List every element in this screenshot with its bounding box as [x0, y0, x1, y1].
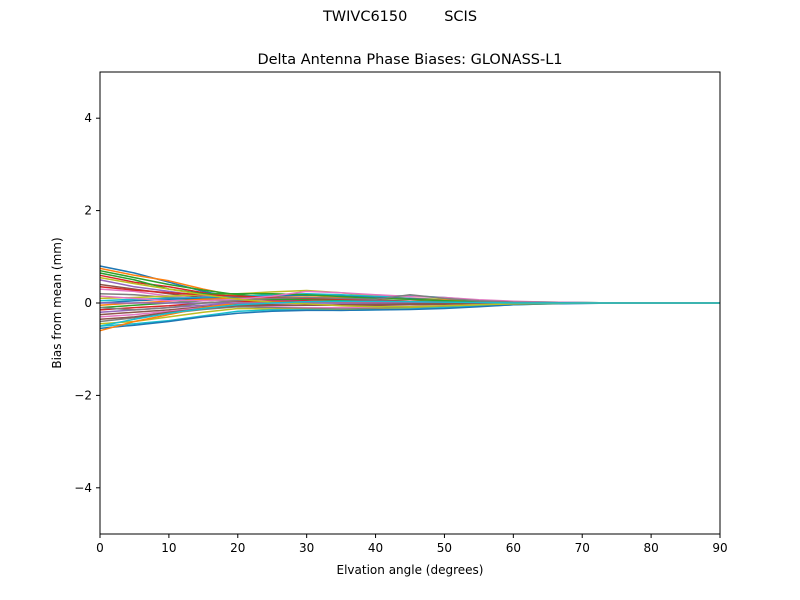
- x-tick-label: 10: [161, 541, 176, 555]
- y-axis-label: Bias from mean (mm): [50, 237, 64, 368]
- figure-suptitle: TWIVC6150 SCIS: [322, 9, 478, 25]
- x-axis-ticks: 0 10 20 30 40 50 60 70 80 90: [96, 534, 728, 555]
- x-tick-label: 70: [575, 541, 590, 555]
- y-tick-label: −2: [74, 388, 92, 402]
- y-tick-label: −4: [74, 481, 92, 495]
- x-tick-label: 90: [712, 541, 727, 555]
- y-tick-label: 2: [84, 204, 92, 218]
- x-axis-label: Elvation angle (degrees): [337, 563, 484, 577]
- x-tick-label: 40: [368, 541, 383, 555]
- x-tick-label: 30: [299, 541, 314, 555]
- series-line: [99, 300, 720, 327]
- x-tick-label: 50: [437, 541, 452, 555]
- x-tick-label: 60: [506, 541, 521, 555]
- y-axis-ticks: −4 −2 0 2 4: [74, 111, 100, 495]
- chart-title: Delta Antenna Phase Biases: GLONASS-L1: [257, 52, 562, 68]
- y-tick-label: 0: [84, 296, 92, 310]
- plot-lines: [99, 265, 720, 332]
- y-tick-label: 4: [84, 111, 92, 125]
- x-tick-label: 20: [230, 541, 245, 555]
- x-tick-label: 80: [643, 541, 658, 555]
- x-tick-label: 0: [96, 541, 104, 555]
